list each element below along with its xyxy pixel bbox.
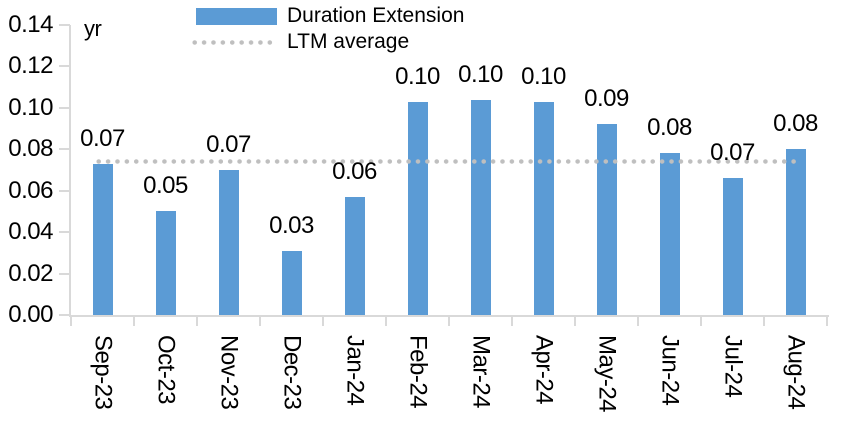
y-axis-tick-mark (59, 189, 70, 192)
bar-dec-23 (281, 250, 302, 315)
x-axis-tick-label: Mar-24 (467, 335, 495, 409)
x-axis-tick-mark (511, 315, 513, 326)
x-axis-tick-mark (70, 315, 72, 326)
y-axis-tick-mark (59, 272, 70, 275)
bar-jan-24 (344, 196, 365, 315)
bar-mar-24 (470, 99, 491, 315)
bar-nov-23 (218, 170, 239, 315)
y-axis-tick-mark (59, 314, 70, 316)
x-axis-tick-mark (259, 315, 261, 326)
bar-value-label: 0.07 (206, 131, 251, 158)
bar-jul-24 (722, 178, 743, 315)
x-axis-tick-mark (637, 315, 639, 326)
bar-value-label: 0.06 (332, 157, 377, 185)
x-axis-tick-label: Jun-24 (656, 335, 684, 406)
x-axis-tick-mark (826, 315, 828, 326)
x-axis-tick-label: Jul-24 (719, 335, 747, 398)
y-axis-tick-label: 0.00 (8, 301, 53, 328)
y-axis-unit-label: yr (84, 16, 102, 41)
x-axis-tick-mark (196, 315, 198, 326)
bar-value-label: 0.03 (269, 211, 314, 239)
bar-may-24 (596, 124, 617, 315)
x-axis-tick-mark (763, 315, 765, 326)
x-axis-tick-mark (700, 315, 702, 326)
y-axis-tick-mark (59, 24, 70, 26)
y-axis-tick-label: 0.04 (8, 218, 53, 246)
y-axis-tick-mark (59, 65, 70, 68)
x-axis-tick-label: Feb-24 (404, 335, 432, 409)
y-axis-tick-label: 0.14 (8, 11, 53, 38)
bar-feb-24 (407, 101, 428, 315)
legend-bar-swatch-icon (196, 8, 277, 25)
y-axis-tick-mark (59, 106, 70, 109)
y-axis-line (69, 25, 71, 317)
bar-value-label: 0.10 (458, 60, 503, 88)
x-axis-tick-mark (385, 315, 387, 326)
bar-value-label: 0.05 (143, 172, 188, 200)
y-axis-tick-label: 0.12 (8, 52, 53, 80)
x-axis-tick-mark (574, 315, 576, 326)
x-axis-tick-mark (448, 315, 450, 326)
x-axis-tick-label: Aug-24 (782, 335, 810, 410)
y-axis-tick-mark (59, 231, 70, 234)
bar-sep-23 (92, 163, 113, 315)
x-axis-tick-label: Dec-23 (278, 335, 306, 410)
x-axis-tick-label: May-24 (593, 335, 621, 413)
bar-value-label: 0.08 (773, 110, 818, 138)
y-axis-tick-label: 0.06 (8, 176, 53, 204)
legend-item-ltm-average: LTM average (190, 28, 490, 56)
ltm-average-line (93, 159, 800, 165)
x-axis-tick-mark (133, 315, 135, 326)
y-axis-tick-label: 0.10 (8, 93, 53, 121)
legend-label-ltm-average: LTM average (287, 30, 410, 53)
bar-value-label: 0.10 (521, 62, 566, 90)
x-axis-tick-label: Jan-24 (341, 335, 369, 406)
x-axis-tick-label: Sep-23 (89, 335, 117, 410)
y-axis-tick-mark (59, 148, 70, 151)
legend-label-duration-extension: Duration Extension (287, 4, 465, 27)
bar-jun-24 (659, 153, 680, 315)
legend-item-duration-extension: Duration Extension (190, 2, 490, 30)
x-axis-tick-label: Apr-24 (530, 335, 558, 405)
bar-value-label: 0.10 (395, 62, 440, 90)
bar-value-label: 0.07 (710, 139, 755, 167)
bar-oct-23 (155, 211, 176, 315)
x-axis-tick-label: Nov-23 (215, 335, 243, 410)
x-axis-tick-mark (322, 315, 324, 326)
y-axis-tick-label: 0.08 (8, 135, 53, 163)
bar-value-label: 0.08 (647, 114, 692, 142)
x-axis-tick-label: Oct-23 (152, 335, 180, 405)
bar-aug-24 (785, 149, 806, 315)
bar-value-label: 0.07 (80, 124, 125, 152)
bar-value-label: 0.09 (584, 85, 629, 113)
bar-apr-24 (533, 101, 554, 315)
legend-dotted-line-swatch-icon (190, 40, 277, 45)
y-axis-tick-label: 0.02 (8, 259, 53, 287)
